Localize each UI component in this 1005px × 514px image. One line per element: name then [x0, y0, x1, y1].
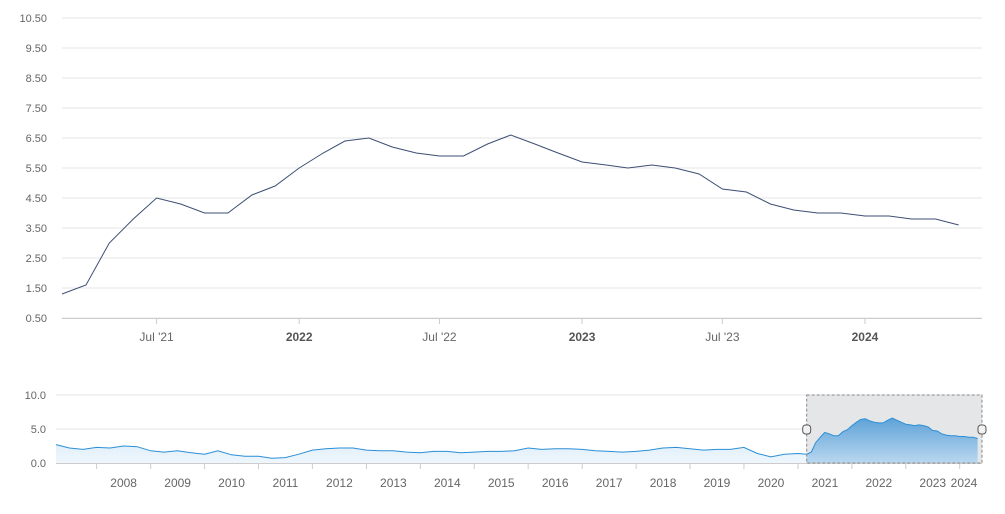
handle-grip[interactable]: [977, 424, 987, 435]
main-x-tick-label: Jul '23: [705, 330, 740, 344]
navigator-selection[interactable]: [802, 394, 987, 464]
main-x-tick-label: 2024: [852, 330, 879, 344]
navigator-plot-area: [55, 395, 982, 463]
navigator-x-tick-label: 2012: [326, 476, 353, 490]
navigator-x-tick-label: 2021: [812, 476, 839, 490]
main-y-tick-label: 5.50: [26, 163, 47, 175]
navigator-x-tick-label: 2011: [273, 476, 299, 490]
navigator-y-tick-label: 0.0: [31, 458, 46, 470]
navigator-y-tick-label: 5.0: [31, 424, 46, 436]
navigator-y-axis: 0.0 5.0 10.0: [25, 390, 46, 470]
navigator-x-tick-label: 2008: [110, 476, 137, 490]
main-y-tick-label: 0.50: [26, 313, 47, 325]
main-y-tick-label: 10.50: [19, 13, 47, 25]
navigator-x-tick-label: 2013: [380, 476, 407, 490]
main-y-tick-label: 7.50: [26, 103, 47, 115]
navigator-x-tick-label: 2009: [164, 476, 191, 490]
navigator-y-tick-label: 10.0: [25, 390, 46, 402]
main-x-axis: Jul '21 2022 Jul '22 2023 Jul '23 2024: [139, 318, 879, 344]
main-grid: [62, 17, 982, 319]
handle-grip[interactable]: [802, 424, 812, 435]
navigator-series-line: [55, 417, 978, 459]
main-y-tick-label: 8.50: [26, 73, 47, 85]
main-x-tick-label: 2023: [569, 330, 596, 344]
navigator-x-tick-label: 2015: [488, 476, 515, 490]
navigator-area-fill: [56, 418, 978, 463]
main-x-tick-label: 2022: [286, 330, 313, 344]
navigator-right-handle[interactable]: [977, 424, 987, 435]
navigator-x-tick-label: 2019: [704, 476, 731, 490]
navigator-x-tick-label: 2010: [218, 476, 245, 490]
main-y-tick-label: 4.50: [26, 193, 47, 205]
navigator-x-tick-label: 2023: [919, 476, 946, 490]
navigator-x-tick-label: 2020: [758, 476, 785, 490]
navigator-x-tick-label: 2017: [596, 476, 623, 490]
main-series-line: [61, 134, 959, 295]
navigator-selected-area-fill: [806, 418, 978, 463]
main-y-tick-label: 1.50: [26, 283, 47, 295]
main-x-tick-label: Jul '21: [139, 330, 174, 344]
main-plot-area: [61, 134, 959, 295]
navigator-x-tick-label: 2018: [650, 476, 677, 490]
main-y-tick-label: 2.50: [26, 253, 47, 265]
navigator-x-tick-label: 2024: [951, 476, 978, 490]
main-y-tick-label: 9.50: [26, 43, 47, 55]
navigator-left-handle[interactable]: [802, 424, 812, 435]
main-y-axis: 0.50 1.50 2.50 3.50 4.50 5.50 6.50 7.50 8.50 9.50…: [19, 13, 47, 325]
navigator-x-axis: 2008 2009 2010 2011 2012 2013 2014 2015 2016 2017…: [56, 463, 982, 490]
navigator-x-tick-label: 2022: [865, 476, 892, 490]
navigator-x-tick-label: 2014: [434, 476, 461, 490]
main-x-tick-label: Jul '22: [422, 330, 457, 344]
navigator-x-tick-label: 2016: [542, 476, 569, 490]
main-y-tick-label: 6.50: [26, 133, 47, 145]
main-y-tick-label: 3.50: [26, 223, 47, 235]
